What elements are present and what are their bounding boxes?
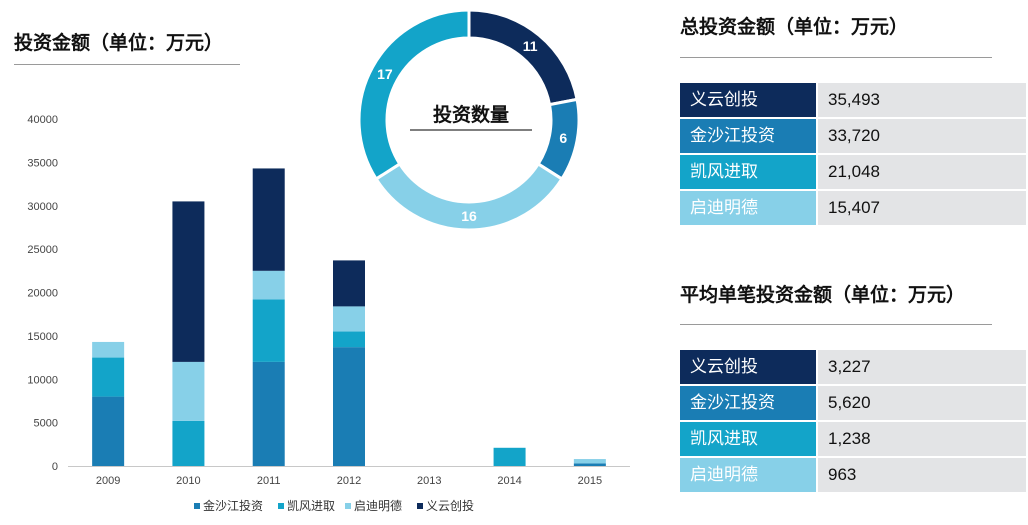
total-table-name-cell: 义云创投: [680, 83, 816, 117]
total-table-name-cell: 凯风进取: [680, 155, 816, 189]
average-investment-table: 义云创投 3,227 金沙江投资 5,620 凯风进取 1,238 启迪明德 963: [680, 350, 1026, 494]
avg-table-value-cell: 3,227: [818, 350, 1026, 384]
legend-label: 启迪明德: [354, 498, 402, 513]
x-tick-label: 2015: [578, 475, 602, 487]
bar-segment: [573, 459, 606, 464]
legend-swatch: [345, 503, 351, 509]
x-tick-label: 2013: [417, 475, 441, 487]
total-table-value-cell: 15,407: [818, 191, 1026, 225]
total-table-title: 总投资金额（单位：万元）: [680, 16, 909, 38]
y-tick-label: 15000: [27, 331, 58, 343]
x-tick-label: 2009: [96, 475, 120, 487]
donut-chart: 11 6 16 17 投资数量: [357, 8, 581, 232]
legend-label: 金沙江投资: [203, 498, 263, 513]
avg-table-name-cell: 金沙江投资: [680, 386, 816, 420]
y-tick-label: 30000: [27, 201, 58, 213]
donut-slice: [357, 8, 471, 182]
legend-label: 义云创投: [426, 498, 474, 513]
bar-segment: [333, 347, 365, 466]
y-tick-label: 25000: [27, 244, 58, 256]
legend-label: 凯风进取: [287, 499, 335, 513]
bar-segment: [252, 168, 285, 271]
y-tick-label: 20000: [27, 288, 58, 300]
total-table-value-cell: 33,720: [818, 119, 1026, 153]
x-tick-label: 2011: [257, 475, 281, 487]
y-tick-label: 10000: [27, 374, 58, 386]
donut-center-title: 投资数量: [433, 103, 509, 126]
avg-table-title: 平均单笔投资金额（单位：万元）: [680, 284, 966, 306]
total-table-value-cell: 35,493: [818, 83, 1026, 117]
bar-segment: [172, 201, 205, 362]
donut-slice-label: 17: [377, 66, 393, 82]
legend-swatch: [194, 503, 200, 509]
bar-title-rule: [14, 64, 240, 65]
y-tick-label: 35000: [27, 157, 58, 169]
donut-slice-label: 16: [461, 208, 477, 224]
bar-segment: [252, 361, 285, 466]
bar-segment: [333, 331, 365, 348]
donut-background: [357, 8, 581, 232]
avg-table-name-cell: 启迪明德: [680, 458, 816, 492]
avg-table-value-cell: 963: [818, 458, 1026, 492]
x-tick-label: 2012: [337, 475, 361, 487]
avg-table-row: 启迪明德 963: [680, 458, 1026, 492]
x-tick-label: 2014: [497, 475, 521, 487]
avg-table-row: 金沙江投资 5,620: [680, 386, 1026, 420]
total-table-value-cell: 21,048: [818, 155, 1026, 189]
legend-swatch: [278, 503, 284, 509]
avg-table-row: 义云创投 3,227: [680, 350, 1026, 384]
y-tick-label: 0: [52, 461, 58, 473]
bar-segment: [493, 447, 526, 466]
avg-table-name-cell: 凯风进取: [680, 422, 816, 456]
total-table-name-cell: 启迪明德: [680, 191, 816, 225]
total-table-row: 凯风进取 21,048: [680, 155, 1026, 189]
donut-slice-label: 6: [559, 130, 567, 146]
total-table-row: 义云创投 35,493: [680, 83, 1026, 117]
y-tick-label: 40000: [27, 114, 58, 126]
total-title-rule: [680, 57, 992, 58]
bar-segment: [92, 396, 125, 466]
avg-table-value-cell: 1,238: [818, 422, 1026, 456]
bar-segment: [333, 260, 365, 307]
donut-slice-label: 11: [523, 38, 538, 54]
y-tick-label: 5000: [34, 418, 58, 430]
bar-chart-title: 投资金额（单位：万元）: [14, 32, 224, 54]
bar-segment: [92, 341, 125, 358]
bar-segment: [172, 420, 205, 466]
bar-segment: [573, 463, 606, 466]
x-tick-label: 2010: [176, 475, 200, 487]
bar-segment: [252, 299, 285, 362]
avg-table-name-cell: 义云创投: [680, 350, 816, 384]
bar-segment: [252, 270, 285, 300]
avg-title-rule: [680, 324, 992, 325]
avg-table-value-cell: 5,620: [818, 386, 1026, 420]
avg-table-row: 凯风进取 1,238: [680, 422, 1026, 456]
stacked-bar-chart: 0 5000 10000 15000 20000 25000 30000 35000 40000…: [27, 114, 630, 487]
total-table-row: 金沙江投资 33,720: [680, 119, 1026, 153]
total-investment-table: 义云创投 35,493 金沙江投资 33,720 凯风进取 21,048 启迪明德 15,40…: [680, 83, 1026, 227]
total-table-name-cell: 金沙江投资: [680, 119, 816, 153]
total-table-row: 启迪明德 15,407: [680, 191, 1026, 225]
legend-swatch: [417, 503, 423, 509]
bar-segment: [333, 306, 365, 332]
bar-segment: [92, 357, 125, 397]
bar-segment: [172, 361, 205, 421]
bar-legend: 金沙江投资 凯风进取 启迪明德 义云创投: [194, 498, 474, 513]
